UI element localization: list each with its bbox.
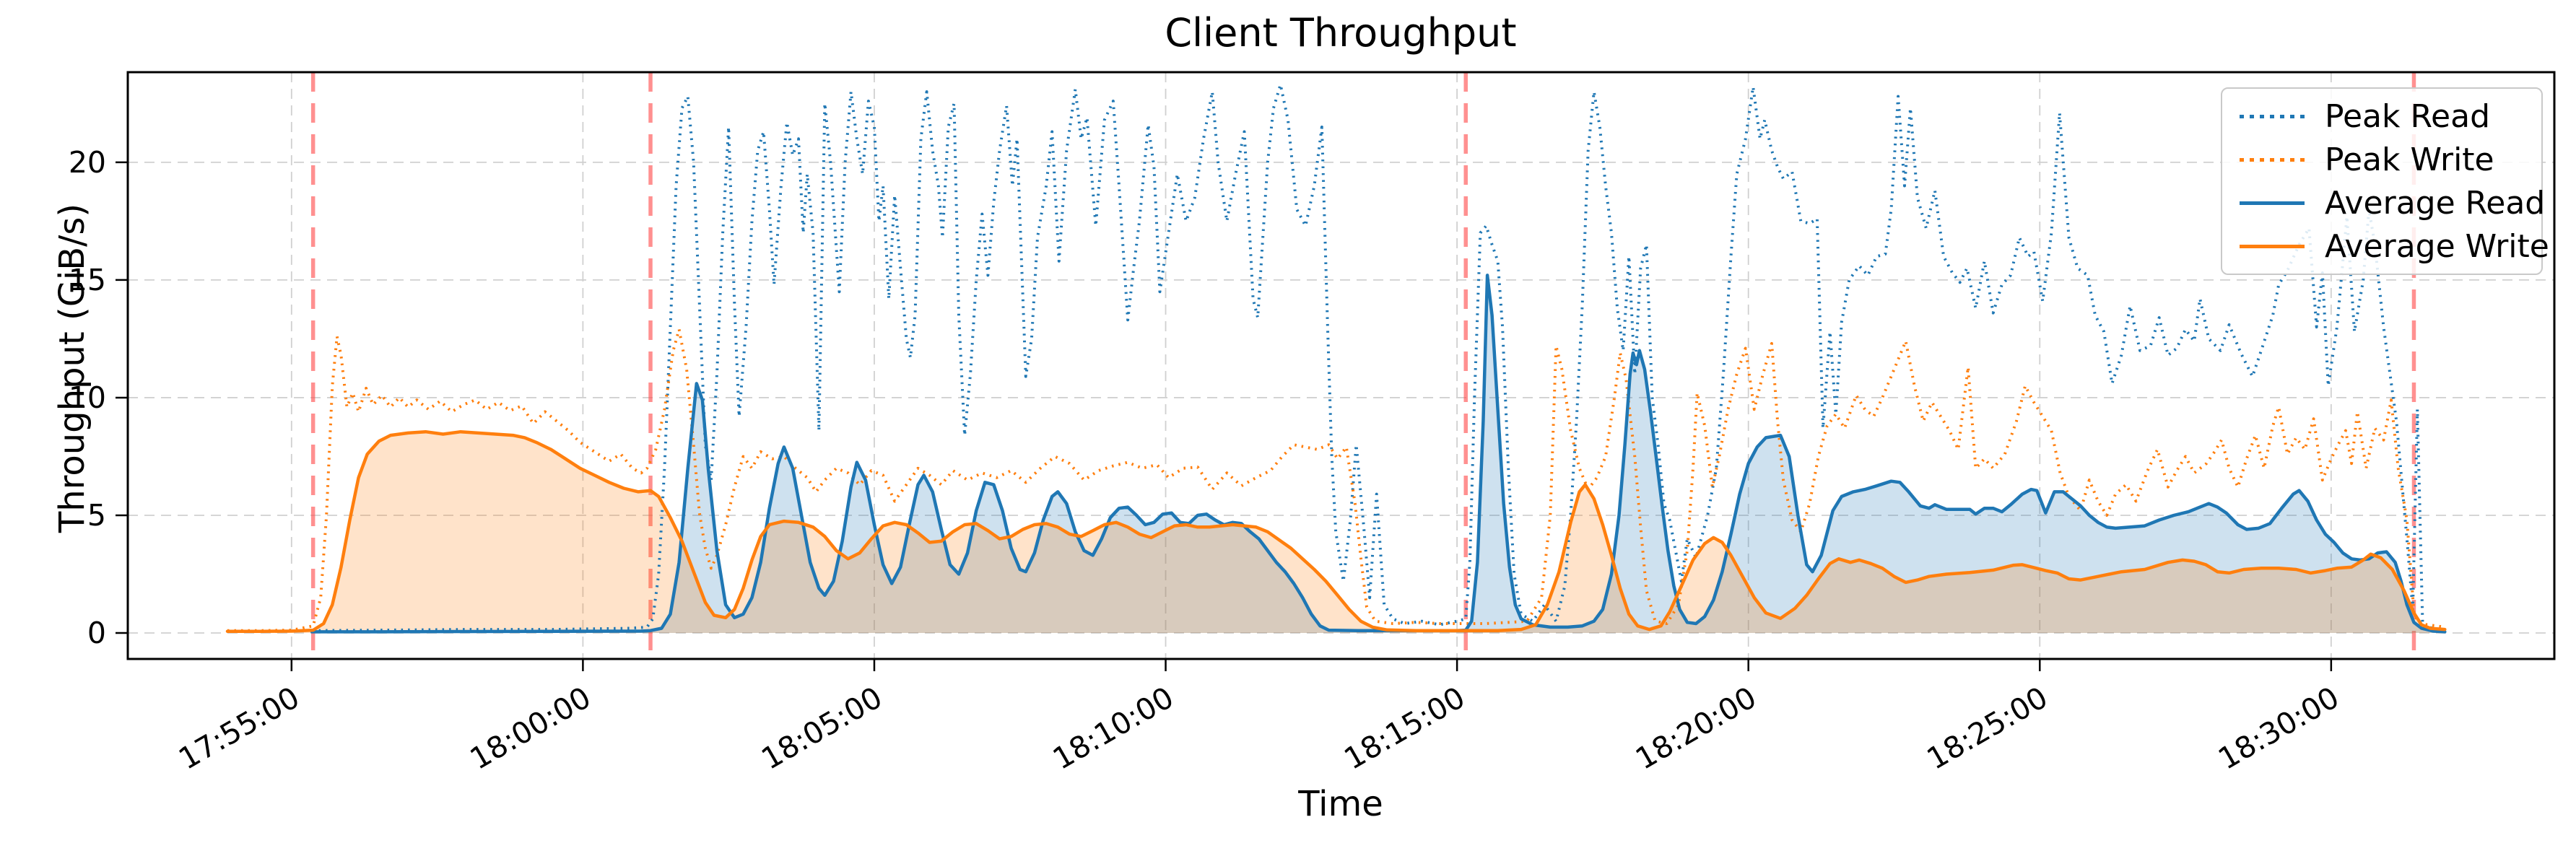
legend-label: Peak Write [2325, 141, 2494, 178]
chart-title: Client Throughput [1165, 10, 1517, 56]
x-tick-label: 18:20:00 [1629, 680, 1762, 777]
series-line-average_read [310, 274, 2447, 634]
area-fill-average_read [312, 275, 2445, 633]
plot-border [126, 71, 2556, 660]
x-tick-label: 17:55:00 [173, 680, 305, 777]
legend-label: Average Write [2325, 227, 2549, 265]
y-tick-label: 10 [69, 380, 106, 415]
legend-label: Average Read [2325, 184, 2546, 222]
legend-line-peak-write-icon [2240, 157, 2305, 162]
y-tick-label: 20 [69, 145, 106, 180]
series-layer [225, 83, 2447, 634]
x-tick-label: 18:15:00 [1339, 680, 1471, 777]
series-line-average_write [225, 429, 2447, 633]
legend-line-average-write-icon [2240, 244, 2305, 248]
y-tick-label: 5 [87, 498, 106, 533]
grid-lines [128, 72, 2554, 659]
y-tick-label: 15 [69, 263, 106, 297]
series-line-peak_read [312, 83, 2445, 632]
series-line-peak_write [227, 328, 2445, 632]
x-tick-label: 18:25:00 [1921, 680, 2053, 777]
legend-item-peak-write: Peak Write [2240, 141, 2534, 178]
axis-ticks [116, 161, 2333, 671]
x-tick-label: 18:10:00 [1047, 680, 1179, 777]
legend-label: Peak Read [2325, 97, 2491, 135]
legend-line-average-read-icon [2240, 201, 2305, 205]
legend-item-average-write: Average Write [2240, 228, 2549, 265]
area-fill-average_write [227, 432, 2445, 633]
y-tick-label: 0 [87, 616, 106, 650]
x-axis-label: Time [1298, 784, 1383, 824]
x-tick-label: 18:30:00 [2212, 680, 2344, 777]
legend: Peak Read Peak Write Average Read Averag… [2221, 87, 2549, 275]
legend-item-average-read: Average Read [2240, 185, 2545, 222]
y-axis-label: Throughput (GiB/s) [52, 203, 92, 533]
legend-line-peak-read-icon [2240, 114, 2305, 118]
x-tick-label: 18:00:00 [464, 680, 596, 777]
legend-item-peak-read: Peak Read [2240, 98, 2534, 135]
x-tick-label: 18:05:00 [755, 680, 887, 777]
